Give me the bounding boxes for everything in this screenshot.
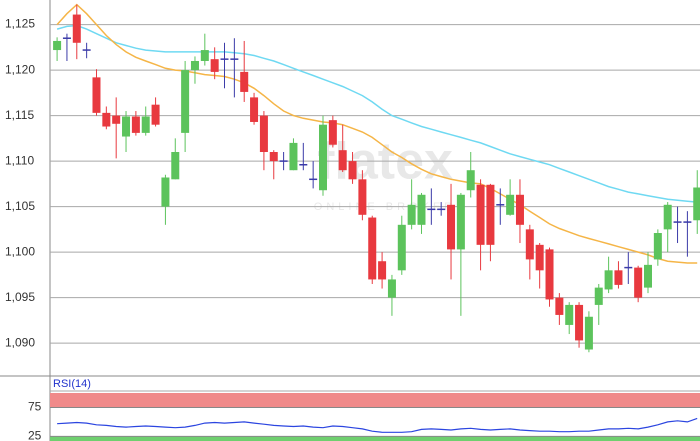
candle-body xyxy=(259,115,268,153)
candle-body xyxy=(614,270,623,285)
candle-body xyxy=(151,104,160,125)
candle-body xyxy=(358,179,367,215)
candle-body xyxy=(447,204,456,250)
y-tick-label: 1,090 xyxy=(5,335,35,349)
candle-body xyxy=(181,70,190,133)
moving-average xyxy=(56,3,698,264)
candle-body xyxy=(161,177,170,207)
candle-body xyxy=(397,224,406,271)
y-tick-label: 1,105 xyxy=(5,199,35,213)
y-tick-label: 1,095 xyxy=(5,290,35,304)
candle-body xyxy=(210,59,219,72)
oversold-band xyxy=(50,436,700,441)
candle-body xyxy=(200,50,209,61)
candle-body xyxy=(53,40,62,51)
candle-body xyxy=(319,124,327,191)
rsi-title: RSI(14) xyxy=(53,378,91,390)
y-tick-label: 1,100 xyxy=(5,244,35,258)
y-tick-label: 1,110 xyxy=(5,153,34,167)
candle-body xyxy=(417,194,426,225)
candle-body xyxy=(92,77,101,113)
candle-body xyxy=(112,115,121,124)
candle-body xyxy=(604,270,613,290)
candle-body xyxy=(141,116,150,133)
candle-body xyxy=(328,120,337,145)
candle-body xyxy=(240,71,249,92)
candle-body xyxy=(348,161,357,180)
y-tick-label: 1,120 xyxy=(5,62,35,76)
candle-body xyxy=(289,142,298,171)
candle-body xyxy=(693,187,700,221)
candle-body xyxy=(506,194,515,215)
candle-body xyxy=(250,97,259,122)
candle-body xyxy=(466,170,475,191)
candle-body xyxy=(338,150,347,171)
y-tick-label: 1,125 xyxy=(5,17,35,31)
candle-body xyxy=(486,184,495,245)
candle-body xyxy=(171,152,180,180)
candle-body xyxy=(515,194,524,225)
candle-body xyxy=(565,304,574,325)
candle-body xyxy=(387,279,396,298)
candle-body xyxy=(476,184,485,245)
moving-average xyxy=(56,24,698,203)
candle-body xyxy=(644,264,652,288)
y-tick-label: 1,115 xyxy=(5,108,34,122)
candle-body xyxy=(456,194,465,250)
y-tick-label: 75 xyxy=(28,400,42,414)
candle-body xyxy=(594,287,603,305)
candle-body xyxy=(663,204,672,230)
candle-body xyxy=(122,116,131,137)
candle-body xyxy=(525,229,534,260)
overbought-band xyxy=(50,393,700,408)
candle-body xyxy=(72,14,81,43)
candle-body xyxy=(634,267,643,298)
candle-body xyxy=(575,304,584,341)
candle-body xyxy=(555,297,564,315)
rsi-line xyxy=(57,417,698,433)
candle-body xyxy=(102,112,111,127)
candle-body xyxy=(407,204,416,225)
watermark-logo: flatex xyxy=(317,133,453,191)
candle-body xyxy=(535,244,544,271)
candle-body xyxy=(584,316,593,350)
candle-body xyxy=(190,60,199,71)
watermark: flatex ONLINE BROKER xyxy=(314,133,453,213)
y-tick-label: 25 xyxy=(28,429,42,441)
candle-body xyxy=(269,152,278,162)
candle-body xyxy=(131,116,140,133)
candle-body xyxy=(368,217,377,280)
candle-body xyxy=(378,261,387,280)
candle-body xyxy=(653,233,662,260)
candle-body xyxy=(545,249,554,300)
